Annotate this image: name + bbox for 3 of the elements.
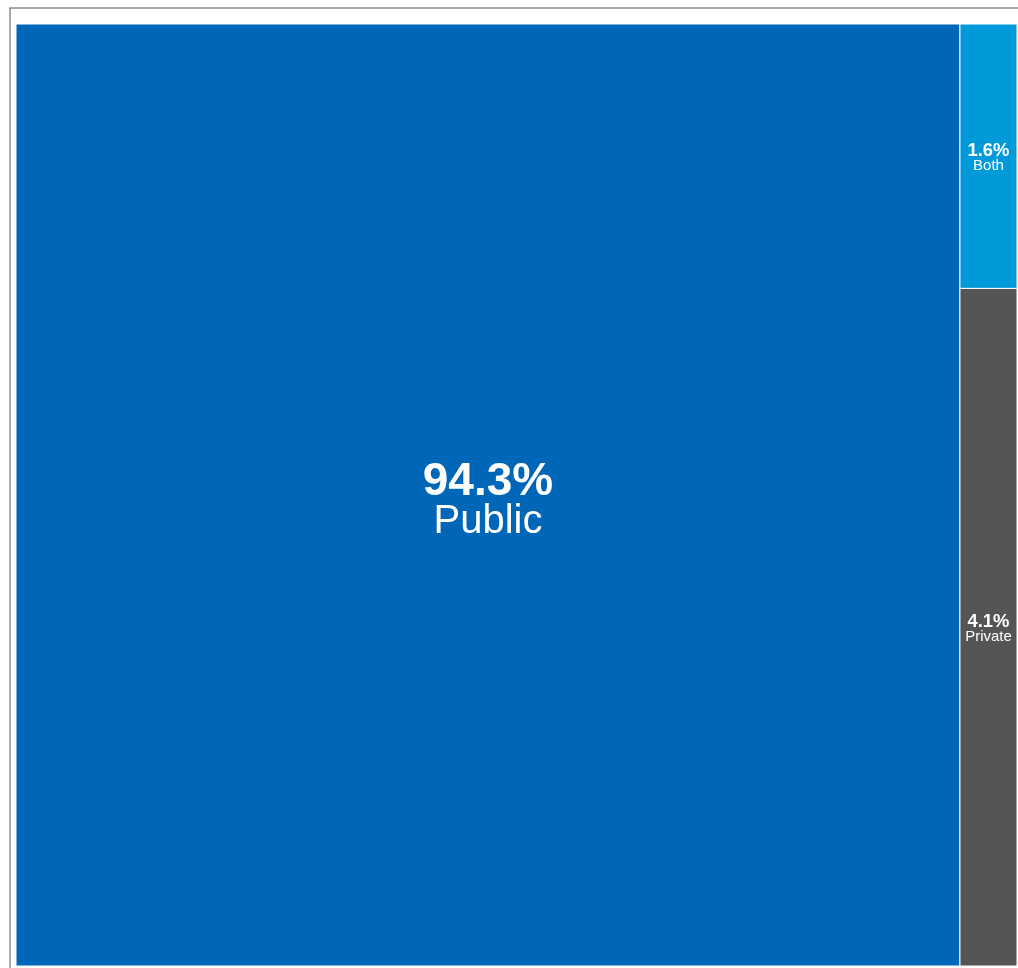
category-label: Public <box>433 497 543 541</box>
category-label: Private <box>965 627 1012 645</box>
category-label: Both <box>973 156 1004 174</box>
